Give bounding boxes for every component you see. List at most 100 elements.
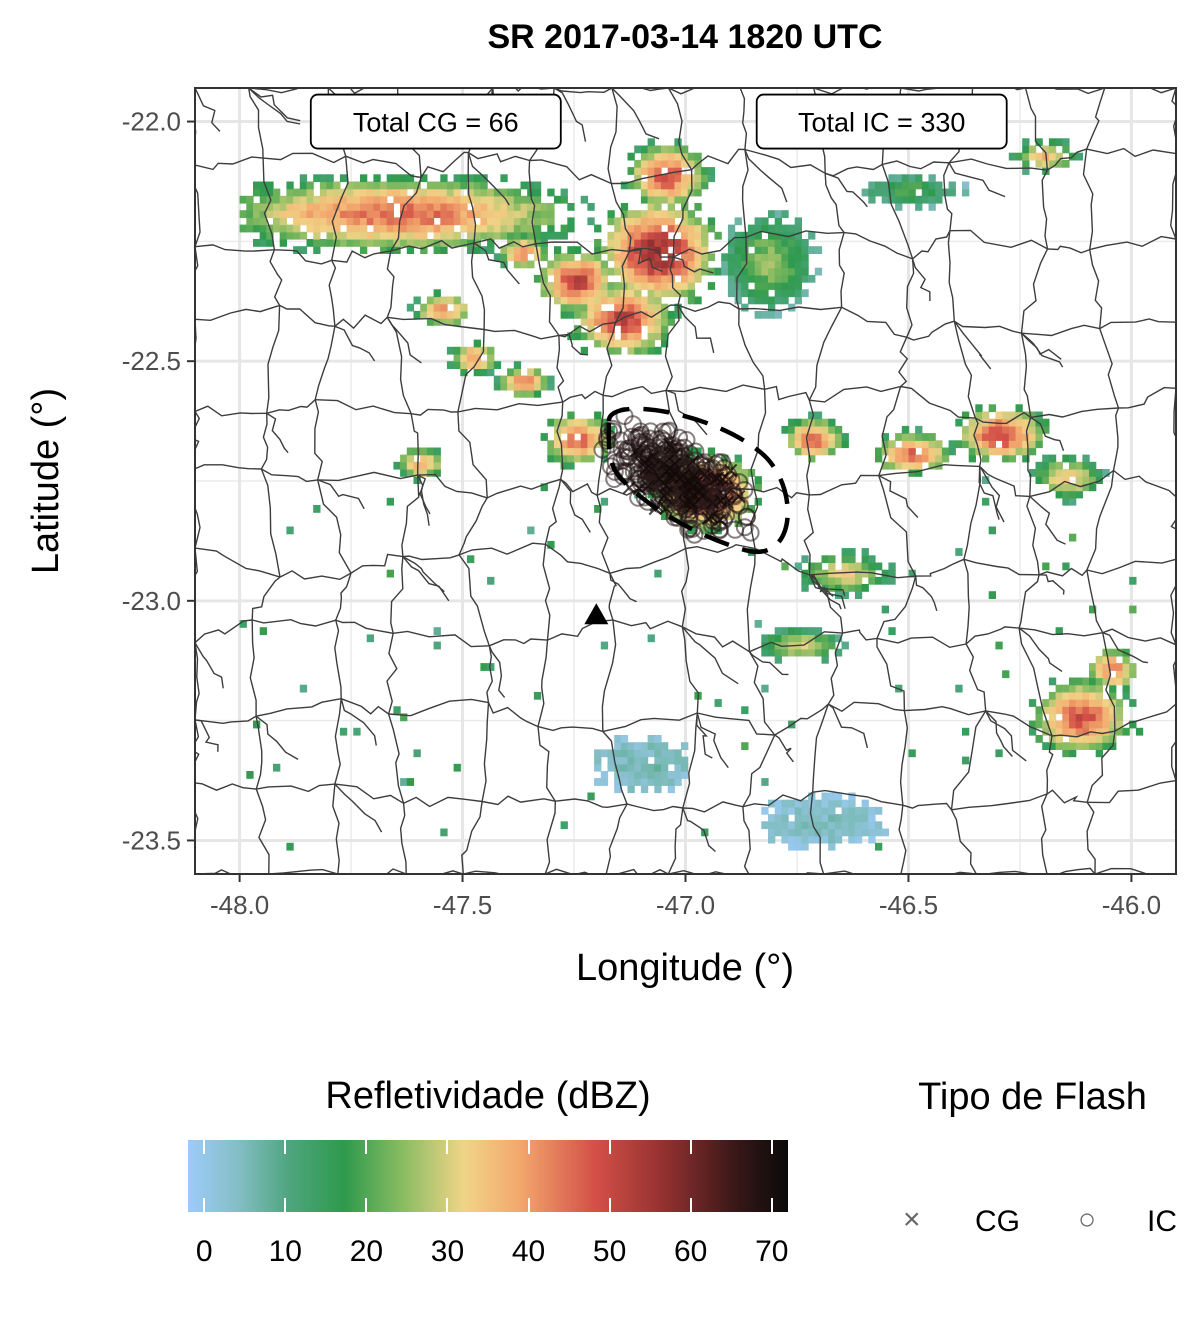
map-chart: Total CG = 66 Total IC = 330 -48.0 -47.5 -4… xyxy=(25,87,1177,989)
reflectivity-pixel xyxy=(587,253,595,262)
border-segment xyxy=(1086,558,1176,575)
border-segment xyxy=(314,399,323,481)
reflectivity-pixel xyxy=(941,454,950,463)
reflectivity-pixel xyxy=(386,224,394,233)
border-segment xyxy=(878,474,919,518)
reflectivity-pixel xyxy=(841,548,849,556)
reflectivity-pixel xyxy=(774,814,782,822)
reflectivity-pixel xyxy=(406,217,415,226)
reflectivity-pixel xyxy=(634,231,642,240)
reflectivity-pixel xyxy=(674,195,682,204)
reflectivity-pixel xyxy=(640,246,649,254)
border-segment xyxy=(487,702,539,728)
reflectivity-pixel xyxy=(533,691,542,700)
reflectivity-pixel xyxy=(788,425,796,434)
reflectivity-pixel xyxy=(1089,670,1097,679)
reflectivity-pixel xyxy=(841,562,849,571)
reflectivity-pixel xyxy=(547,260,555,269)
reflectivity-pixel xyxy=(828,584,836,592)
reflectivity-pixel xyxy=(1022,145,1030,154)
cg-flash-marker xyxy=(704,510,719,524)
reflectivity-pixel xyxy=(895,188,903,197)
border-segment xyxy=(615,304,679,324)
reflectivity-pixel xyxy=(533,195,542,204)
reflectivity-pixel xyxy=(654,310,662,319)
reflectivity-pixel xyxy=(587,267,595,276)
reflectivity-pixel xyxy=(801,828,809,837)
reflectivity-pixel xyxy=(446,346,455,355)
reflectivity-pixel xyxy=(273,210,281,218)
reflectivity-pixel xyxy=(1069,749,1077,758)
reflectivity-pixel xyxy=(1082,713,1090,722)
reflectivity-pixel xyxy=(901,433,910,441)
reflectivity-pixel xyxy=(988,440,996,449)
reflectivity-pixel xyxy=(446,296,455,305)
reflectivity-pixel xyxy=(747,260,756,269)
border-segment xyxy=(387,316,485,331)
reflectivity-pixel xyxy=(406,210,415,218)
reflectivity-pixel xyxy=(908,454,916,463)
reflectivity-pixel xyxy=(333,203,341,211)
reflectivity-pixel xyxy=(848,562,856,571)
reflectivity-pixel xyxy=(614,346,622,355)
reflectivity-pixel xyxy=(346,224,354,233)
border-segment xyxy=(602,385,667,398)
border-segment xyxy=(809,385,901,403)
reflectivity-pixel xyxy=(794,634,802,643)
border-segment xyxy=(823,870,901,874)
border-segment xyxy=(899,710,909,806)
reflectivity-pixel xyxy=(754,620,762,628)
border-segment xyxy=(611,169,692,185)
reflectivity-pixel xyxy=(433,210,441,218)
reflectivity-pixel xyxy=(513,195,522,204)
reflectivity-pixel xyxy=(1062,483,1070,492)
border-segment xyxy=(255,715,299,761)
ic-flash-marker xyxy=(611,431,630,450)
reflectivity-pixel xyxy=(640,224,649,233)
reflectivity-pixel xyxy=(1008,454,1017,463)
reflectivity-pixel xyxy=(487,217,495,226)
reflectivity-pixel xyxy=(487,224,495,233)
border-segment xyxy=(906,320,955,341)
reflectivity-pixel xyxy=(681,159,689,168)
reflectivity-pixel xyxy=(627,152,635,161)
reflectivity-pixel xyxy=(808,627,816,635)
reflectivity-pixel xyxy=(1022,440,1030,449)
reflectivity-pixel xyxy=(607,346,615,355)
reflectivity-pixel xyxy=(681,289,689,298)
reflectivity-pixel xyxy=(640,167,649,175)
reflectivity-pixel xyxy=(634,346,642,355)
reflectivity-pixel xyxy=(346,203,354,211)
reflectivity-pixel xyxy=(493,253,502,262)
border-segment xyxy=(973,417,982,467)
reflectivity-pixel xyxy=(487,239,495,247)
reflectivity-pixel xyxy=(594,274,602,283)
reflectivity-pixel xyxy=(319,195,328,204)
reflectivity-pixel xyxy=(814,814,823,822)
border-segment xyxy=(750,389,767,490)
reflectivity-pixel xyxy=(1062,145,1070,154)
border-segment xyxy=(673,256,714,274)
reflectivity-pixel xyxy=(554,289,562,298)
border-segment xyxy=(251,576,281,621)
reflectivity-pixel xyxy=(574,289,582,298)
border-segment xyxy=(1086,731,1116,803)
reflectivity-pixel xyxy=(507,195,515,204)
reflectivity-pixel xyxy=(587,318,595,326)
reflectivity-pixel xyxy=(446,217,455,226)
border-segment xyxy=(556,402,564,480)
reflectivity-pixel xyxy=(888,576,896,585)
reflectivity-pixel xyxy=(768,224,776,233)
reflectivity-pixel xyxy=(828,799,836,808)
reflectivity-pixel xyxy=(560,274,568,283)
reflectivity-pixel xyxy=(319,188,328,197)
reflectivity-pixel xyxy=(587,217,595,226)
reflectivity-pixel xyxy=(594,239,602,247)
reflectivity-pixel xyxy=(995,418,1003,427)
reflectivity-pixel xyxy=(761,274,769,283)
reflectivity-pixel xyxy=(768,296,776,305)
reflectivity-pixel xyxy=(881,461,889,470)
reflectivity-pixel xyxy=(640,303,649,312)
reflectivity-pixel xyxy=(667,289,675,298)
reflectivity-pixel xyxy=(614,224,622,233)
